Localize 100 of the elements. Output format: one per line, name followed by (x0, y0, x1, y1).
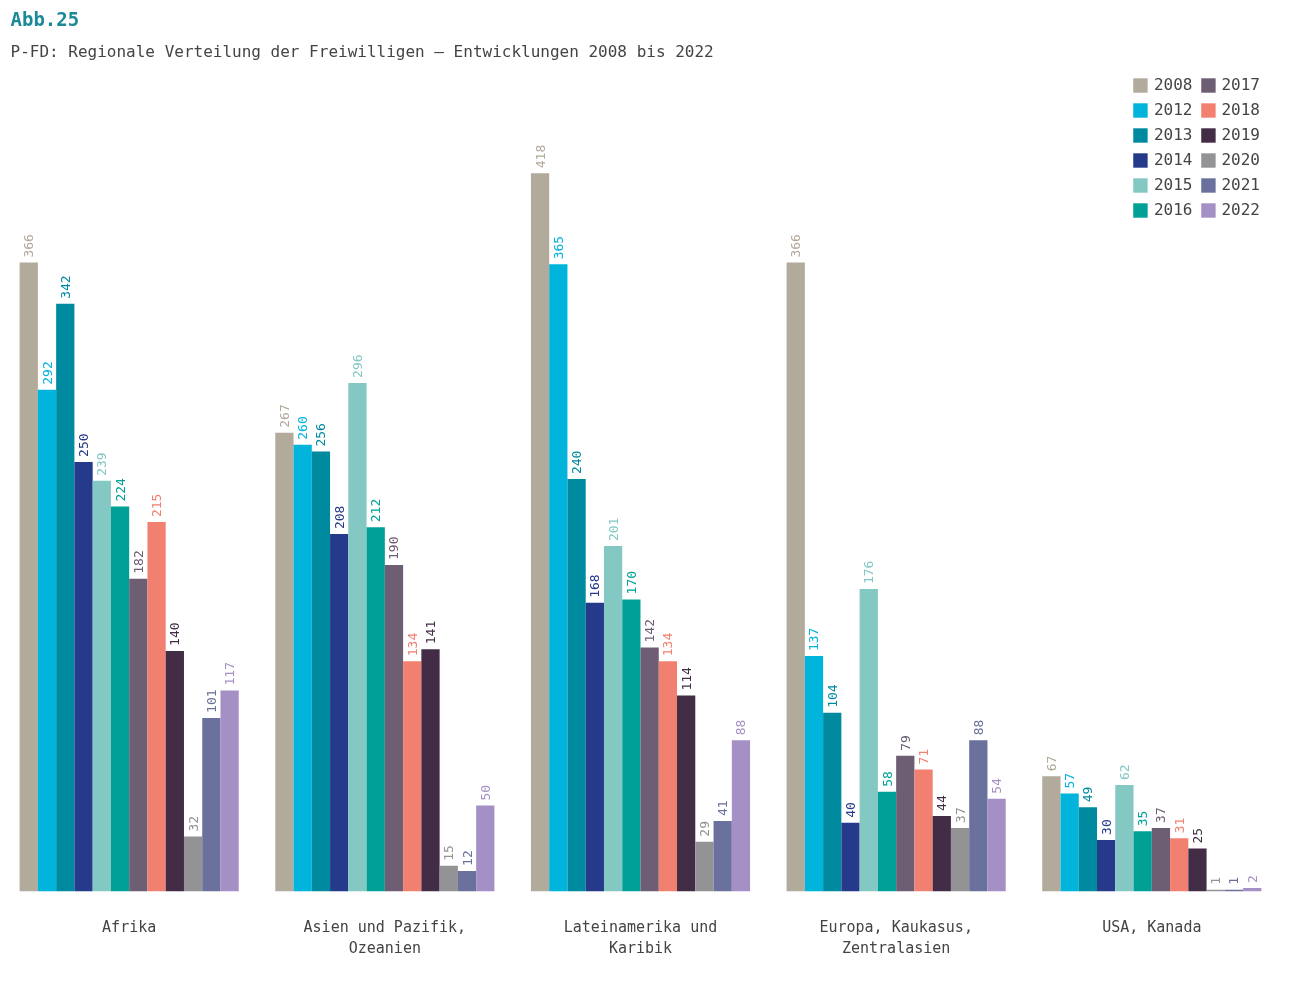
bar (896, 755, 915, 892)
data-label: 2 (1244, 875, 1260, 884)
data-label: 176 (861, 560, 877, 585)
bar (92, 480, 111, 892)
bar (622, 599, 641, 892)
data-label: 1 (1226, 876, 1242, 885)
bar (987, 798, 1006, 892)
bar (476, 805, 495, 892)
legend-label: 2016 (1153, 200, 1193, 219)
bar (549, 264, 568, 892)
bar (165, 650, 184, 892)
bar (841, 822, 860, 892)
data-label: 418 (532, 144, 548, 169)
data-label: 142 (642, 619, 658, 643)
bar (202, 717, 221, 892)
legend-label: 2018 (1221, 100, 1260, 119)
x-tick-label: Europa, Kaukasus, Zentralasien (819, 917, 973, 958)
bar (1188, 848, 1207, 892)
bar (804, 656, 824, 892)
data-label: 168 (587, 574, 603, 598)
legend-label: 2022 (1221, 200, 1260, 219)
bar (1133, 831, 1152, 892)
chart-subtitle: P-FD: Regionale Verteilung der Freiwilligen – Entwicklungen 2008 bis 2022 (10, 41, 714, 61)
bar (1097, 839, 1116, 892)
data-label: 239 (94, 452, 110, 476)
bar (275, 432, 294, 892)
data-label: 137 (806, 627, 822, 652)
data-label: 256 (313, 423, 329, 447)
bar (110, 506, 130, 892)
legend-label: 2013 (1153, 125, 1193, 144)
data-label: 50 (477, 784, 493, 801)
legend-label: 2017 (1221, 75, 1260, 94)
data-label: 37 (1153, 807, 1169, 823)
legend-label: 2015 (1153, 175, 1193, 194)
data-label: 342 (57, 275, 73, 299)
data-label: 296 (349, 354, 365, 378)
bar (969, 740, 988, 892)
data-label: 40 (843, 802, 858, 818)
bar (677, 695, 696, 892)
bar (330, 534, 349, 892)
bar (877, 791, 897, 892)
data-label: 182 (130, 550, 146, 574)
bar (19, 262, 38, 892)
bar (293, 444, 312, 892)
legend-label: 2014 (1153, 150, 1193, 169)
data-label: 49 (1080, 786, 1096, 803)
bar (658, 661, 678, 892)
bar (183, 836, 203, 892)
bar (403, 661, 422, 892)
bar (530, 173, 550, 892)
data-label: 71 (916, 748, 932, 765)
data-label: 41 (715, 800, 731, 817)
data-label: 88 (970, 719, 986, 736)
data-label: 190 (386, 536, 402, 561)
bar (859, 589, 878, 892)
bar (311, 451, 331, 892)
bar (1170, 838, 1189, 892)
bar (713, 821, 732, 892)
data-label: 32 (185, 815, 201, 832)
legend-label: 2008 (1153, 75, 1193, 94)
data-label: 114 (678, 666, 694, 691)
data-label: 30 (1098, 819, 1114, 835)
data-label: 260 (295, 416, 311, 440)
legend-label: 2020 (1221, 150, 1260, 169)
bar (457, 870, 477, 892)
data-label: 57 (1062, 772, 1078, 789)
legend-label: 2019 (1221, 125, 1260, 144)
data-label: 37 (952, 807, 968, 823)
data-label: 366 (788, 234, 804, 258)
bar (37, 389, 57, 892)
data-label: 15 (441, 845, 457, 861)
x-tick-label: USA, Kanada (1102, 917, 1202, 936)
bar (384, 565, 404, 892)
data-label: 54 (989, 777, 1005, 794)
bar (1060, 793, 1079, 892)
bar (1151, 827, 1171, 892)
legend-label: 2012 (1153, 100, 1193, 119)
data-label: 35 (1135, 810, 1151, 827)
bar (56, 303, 75, 892)
bar (567, 479, 586, 892)
bar (786, 262, 805, 892)
chart-title: Abb.25 (10, 7, 80, 30)
bar (914, 769, 933, 892)
data-label: 44 (934, 795, 950, 811)
bar (585, 602, 604, 892)
data-label: 58 (879, 771, 895, 787)
data-label: 29 (696, 821, 712, 837)
bar (348, 382, 367, 892)
bar (603, 546, 623, 892)
bar (129, 578, 148, 892)
data-label: 208 (331, 505, 347, 530)
data-label: 31 (1171, 817, 1187, 834)
data-label: 117 (222, 661, 238, 686)
data-label: 224 (112, 477, 128, 502)
bar (640, 647, 659, 892)
bar (366, 527, 385, 892)
data-label: 170 (623, 570, 639, 595)
x-tick-label: Lateinamerika und Karibik (563, 917, 718, 958)
bar (74, 461, 93, 892)
data-label: 134 (660, 632, 676, 657)
